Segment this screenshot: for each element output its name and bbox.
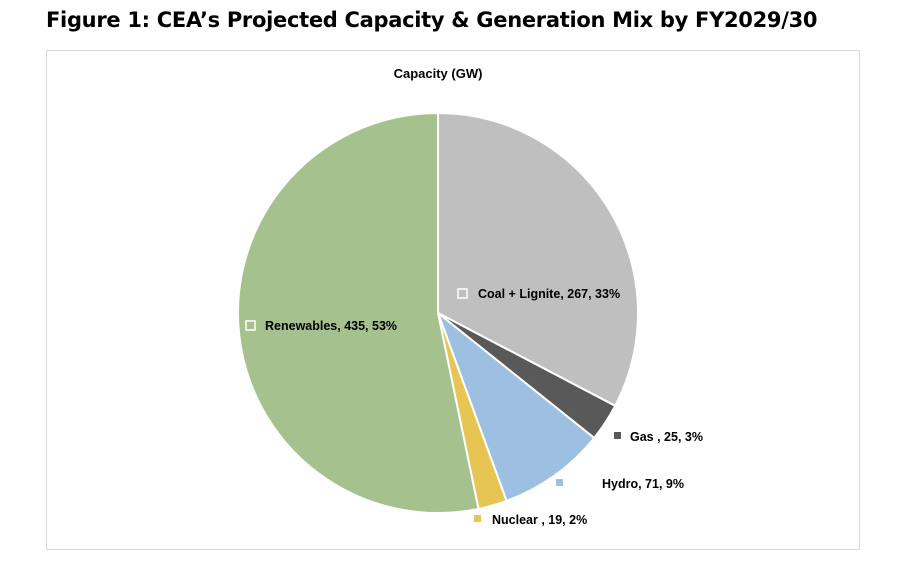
figure-title: Figure 1: CEA’s Projected Capacity & Gen… — [46, 8, 818, 32]
data-label: Coal + Lignite, 267, 33% — [478, 287, 620, 301]
data-label: Hydro, 71, 9% — [602, 477, 684, 491]
data-label: Renewables, 435, 53% — [265, 319, 397, 333]
legend-key-icon — [556, 479, 563, 486]
pie-slice-renewables — [237, 111, 480, 514]
legend-key-icon — [614, 432, 621, 439]
pie-slice-coal-lignite — [437, 111, 639, 408]
legend-key-icon — [245, 320, 256, 331]
data-label: Nuclear , 19, 2% — [492, 513, 587, 527]
legend-key-icon — [457, 288, 468, 299]
pie-slice-hydro — [435, 309, 596, 503]
data-label: Gas , 25, 3% — [630, 430, 703, 444]
chart-title: Capacity (GW) — [394, 66, 483, 81]
legend-key-icon — [474, 515, 481, 522]
chart-area — [46, 50, 860, 550]
